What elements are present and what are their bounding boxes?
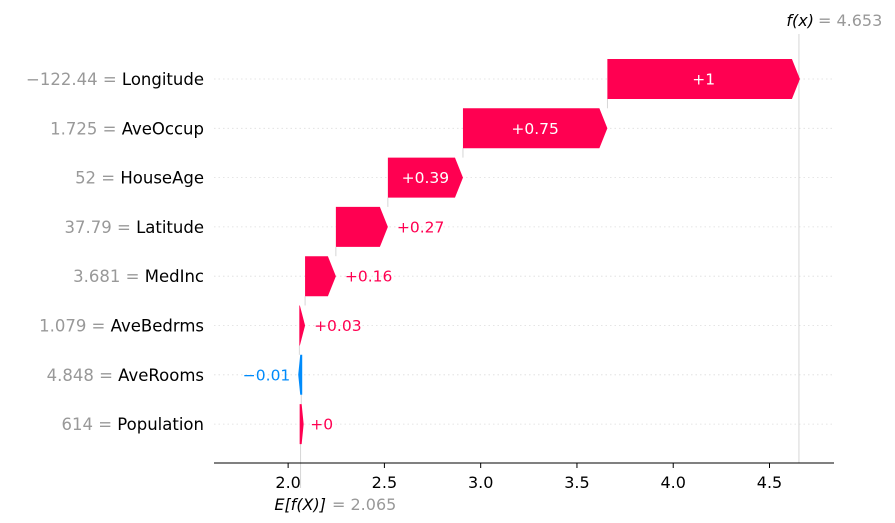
feature-label: 1.725 = AveOccup: [50, 119, 204, 138]
feature-label: 52 = HouseAge: [75, 169, 204, 188]
feature-name: AveRooms: [118, 366, 204, 385]
feature-name: AveBedrms: [111, 317, 204, 336]
contribution-label: +0.16: [345, 268, 393, 286]
reference-lines: [298, 34, 800, 488]
x-tick-label: 3.5: [564, 473, 589, 492]
output-value-text: = 4.653: [818, 11, 882, 30]
contribution-label: +0.03: [314, 317, 362, 335]
feature-value: 1.079 =: [39, 317, 111, 336]
bar-latitude: [335, 206, 388, 247]
contribution-label: +1: [692, 71, 715, 89]
feature-name: AveOccup: [122, 119, 204, 138]
feature-value: 1.725 =: [50, 119, 122, 138]
bar-medinc: [305, 256, 336, 297]
feature-labels: +1 −122.44 = Longitude +0.75 1.725 = AveOcc…: [26, 70, 715, 434]
feature-label: 3.681 = MedInc: [73, 267, 204, 286]
feature-label: 37.79 = Latitude: [65, 218, 204, 237]
feature-value: 52 =: [75, 169, 120, 188]
feature-value: 614 =: [61, 415, 117, 434]
contribution-label: +0: [310, 416, 333, 434]
feature-name: MedInc: [145, 267, 204, 286]
bar-avebedrms: [299, 305, 306, 346]
feature-label: 4.848 = AveRooms: [47, 366, 204, 385]
x-tick-label: 2.0: [275, 473, 300, 492]
feature-name: Population: [117, 415, 204, 434]
x-tick-label: 2.5: [372, 473, 397, 492]
output-value-label: f(x): [786, 11, 814, 30]
feature-value: −122.44 =: [26, 70, 122, 89]
feature-label: 1.079 = AveBedrms: [39, 317, 204, 336]
bar-averooms: [298, 354, 303, 395]
contribution-label: −0.01: [243, 366, 291, 384]
base-value-label: E[f(X)]: [274, 495, 326, 514]
feature-name: Latitude: [136, 218, 204, 237]
feature-value: 3.681 =: [73, 267, 145, 286]
x-tick-label: 4.0: [660, 473, 685, 492]
x-axis: 2.0 2.5 3.0 3.5 4.0 4.5: [214, 462, 834, 492]
contribution-bars: [298, 59, 800, 445]
feature-label: 614 = Population: [61, 415, 204, 434]
feature-value: 4.848 =: [47, 366, 119, 385]
bar-houseage: [387, 157, 463, 198]
contribution-label: +0.75: [511, 120, 559, 138]
feature-name: Longitude: [122, 70, 204, 89]
feature-name: HouseAge: [120, 169, 204, 188]
bar-longitude: [607, 59, 800, 99]
bar-population: [299, 404, 304, 445]
base-value-text: = 2.065: [332, 495, 396, 514]
x-tick-label: 4.5: [757, 473, 782, 492]
contribution-label: +0.39: [402, 169, 450, 187]
feature-label: −122.44 = Longitude: [26, 70, 204, 89]
x-tick-label: 3.0: [468, 473, 493, 492]
bar-aveoccup: [462, 108, 608, 149]
contribution-label: +0.27: [397, 218, 445, 236]
feature-value: 37.79 =: [65, 218, 137, 237]
